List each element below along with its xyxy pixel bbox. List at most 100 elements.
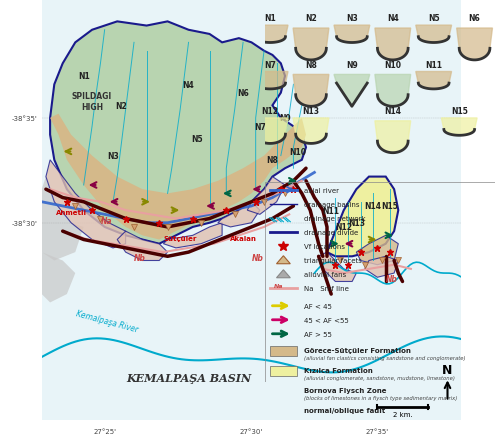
Text: (blocks of limestones in a flysch type sedimentary matrix): (blocks of limestones in a flysch type s… (304, 395, 458, 401)
Text: -38°30': -38°30' (12, 220, 38, 226)
Text: N11: N11 (425, 60, 442, 69)
Polygon shape (293, 29, 329, 61)
Polygon shape (375, 29, 410, 61)
Text: -38°35': -38°35' (12, 115, 38, 122)
Text: drainage basins: drainage basins (304, 201, 360, 207)
Text: (alluvial conglomerate, sandstone, mudstone, limestone): (alluvial conglomerate, sandstone, mudst… (304, 375, 455, 381)
Text: N13: N13 (302, 107, 320, 116)
Text: N6: N6 (237, 89, 249, 98)
Text: Nb: Nb (134, 254, 146, 263)
Text: N10: N10 (384, 60, 402, 69)
Text: SPILDAGI
HIGH: SPILDAGI HIGH (72, 92, 112, 112)
Text: N1: N1 (78, 72, 90, 81)
Polygon shape (318, 253, 356, 282)
Text: 27°25': 27°25' (93, 428, 116, 434)
Polygon shape (252, 118, 288, 144)
Text: N5: N5 (428, 14, 440, 23)
Text: N12: N12 (336, 223, 352, 232)
Polygon shape (356, 236, 399, 265)
Text: Ahmetli: Ahmetli (56, 210, 86, 216)
Polygon shape (218, 202, 260, 227)
Polygon shape (456, 29, 492, 61)
Polygon shape (293, 75, 329, 107)
Text: 27°30': 27°30' (240, 428, 263, 434)
Text: N8: N8 (266, 156, 278, 165)
Text: N10: N10 (289, 148, 306, 157)
Text: N2: N2 (116, 102, 128, 111)
Polygon shape (416, 72, 452, 90)
Text: Na: Na (274, 283, 283, 288)
Text: N: N (442, 364, 452, 376)
Text: AF > 55: AF > 55 (304, 331, 332, 337)
Text: N11: N11 (322, 206, 340, 215)
Text: N3: N3 (107, 152, 119, 161)
Polygon shape (375, 122, 410, 153)
Text: drainage network: drainage network (304, 215, 366, 221)
Polygon shape (252, 26, 288, 43)
Text: drainage divide: drainage divide (304, 229, 358, 235)
Bar (270, 366, 297, 376)
Text: alluvial fans: alluvial fans (304, 271, 346, 277)
Text: N7: N7 (254, 122, 266, 132)
Text: Kemalpaşa River: Kemalpaşa River (76, 309, 140, 334)
Text: 45 < AF <55: 45 < AF <55 (304, 317, 349, 323)
Text: N14: N14 (364, 202, 382, 211)
Text: N1: N1 (264, 14, 276, 23)
Text: N7: N7 (264, 60, 276, 69)
Text: KEMALPAŞA BASIN: KEMALPAŞA BASIN (126, 373, 251, 384)
Text: N6: N6 (468, 14, 480, 23)
Text: Sütçüler: Sütçüler (164, 235, 197, 241)
Text: N2: N2 (305, 14, 317, 23)
Text: Akalan: Akalan (230, 235, 256, 241)
Text: Görece-Sütçüler Formation: Görece-Sütçüler Formation (304, 347, 411, 353)
Text: N15: N15 (382, 202, 398, 211)
Polygon shape (42, 177, 84, 261)
Text: normal/oblique fault: normal/oblique fault (304, 407, 386, 413)
Polygon shape (248, 177, 285, 215)
Polygon shape (117, 232, 168, 261)
Text: N5: N5 (191, 135, 202, 144)
Bar (270, 386, 297, 396)
Polygon shape (252, 72, 288, 90)
Text: N9: N9 (279, 114, 291, 123)
Polygon shape (334, 75, 370, 107)
Text: Vf locations: Vf locations (304, 243, 345, 249)
Text: 2 km.: 2 km. (392, 411, 412, 417)
Text: N14: N14 (384, 107, 402, 116)
Text: N3: N3 (346, 14, 358, 23)
Text: N4: N4 (182, 81, 194, 89)
Text: Bornova Flysch Zone: Bornova Flysch Zone (304, 387, 386, 393)
Bar (270, 346, 297, 356)
Polygon shape (327, 177, 398, 256)
Polygon shape (334, 26, 370, 43)
Polygon shape (276, 256, 290, 264)
Polygon shape (42, 1, 461, 420)
Text: Na   Smf line: Na Smf line (304, 285, 349, 291)
Text: Nb: Nb (386, 275, 398, 284)
Polygon shape (375, 75, 410, 107)
Text: N4: N4 (387, 14, 398, 23)
Polygon shape (50, 115, 306, 240)
Text: N13: N13 (348, 219, 365, 228)
Polygon shape (276, 270, 290, 278)
Text: N15: N15 (451, 107, 468, 116)
Text: Nb: Nb (252, 254, 264, 263)
Polygon shape (42, 253, 76, 303)
Text: N12: N12 (262, 107, 278, 116)
Text: Kızılca Formation: Kızılca Formation (304, 367, 373, 373)
Polygon shape (164, 223, 222, 248)
Text: (alluvial fan clastics consisting sandstone and conglomerate): (alluvial fan clastics consisting sandst… (304, 355, 466, 361)
Text: axial river: axial river (304, 187, 339, 193)
Text: N8: N8 (305, 60, 317, 69)
Polygon shape (364, 256, 398, 278)
Polygon shape (416, 26, 452, 43)
Text: N9: N9 (346, 60, 358, 69)
Polygon shape (293, 118, 329, 144)
Text: Na: Na (100, 216, 112, 225)
Polygon shape (442, 118, 477, 136)
Polygon shape (46, 161, 126, 248)
Text: 27°35': 27°35' (366, 428, 389, 434)
Text: AF < 45: AF < 45 (304, 303, 332, 309)
Text: triangular facets: triangular facets (304, 257, 362, 263)
Polygon shape (50, 22, 306, 244)
